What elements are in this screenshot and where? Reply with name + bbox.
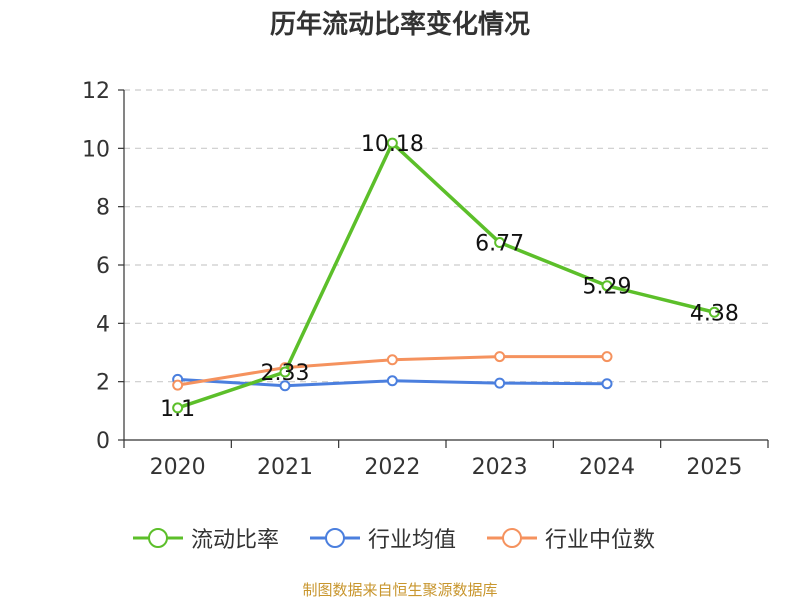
x-tick-label: 2021: [257, 455, 313, 480]
data-point: [386, 375, 398, 387]
data-point: [386, 354, 398, 366]
data-point: [494, 237, 506, 249]
data-label: 1.1: [160, 397, 195, 422]
y-tick-label: 6: [96, 254, 110, 279]
x-tick-label: 2022: [364, 455, 420, 480]
data-point: [386, 137, 398, 149]
x-tick-label: 2020: [150, 455, 206, 480]
source-note: 制图数据来自恒生聚源数据库: [302, 581, 498, 599]
y-tick-label: 12: [82, 79, 110, 104]
chart-title: 历年流动比率变化情况: [269, 10, 530, 40]
x-tick-label: 2023: [472, 455, 528, 480]
legend-label: 流动比率: [191, 528, 280, 553]
y-tick-label: 10: [82, 137, 110, 162]
data-point: [708, 306, 720, 318]
y-tick-label: 0: [96, 429, 110, 454]
data-point: [172, 402, 184, 414]
y-tick-label: 2: [96, 371, 110, 396]
data-point: [494, 351, 506, 363]
data-labels: 1.1 2.33 10.18 6.77 5.29 4.38: [160, 132, 739, 422]
legend-label: 行业中位数: [545, 528, 656, 553]
data-point: [172, 379, 184, 391]
legend-item-current-ratio[interactable]: 流动比率: [133, 518, 279, 558]
data-label: 6.77: [475, 232, 524, 257]
legend: 流动比率 行业均值 行业中位数: [0, 518, 800, 558]
data-point: [601, 378, 613, 390]
legend-line-marker-icon: [487, 528, 537, 548]
data-label: 5.29: [583, 275, 632, 300]
x-tick-label: 2025: [686, 455, 742, 480]
data-point: [494, 377, 506, 389]
series-lines: [172, 137, 720, 414]
legend-item-industry-median[interactable]: 行业中位数: [487, 518, 655, 558]
legend-line-marker-icon: [310, 528, 360, 548]
x-tick-label: 2024: [579, 455, 635, 480]
data-label: 4.38: [690, 301, 739, 326]
data-point: [279, 380, 291, 392]
legend-label: 行业均值: [368, 528, 457, 553]
data-label: 10.18: [361, 132, 424, 157]
data-point: [601, 280, 613, 292]
y-tick-label: 8: [96, 196, 110, 221]
y-tick-label: 4: [96, 312, 110, 337]
grid-lines: [124, 89, 768, 383]
legend-line-marker-icon: [133, 528, 183, 548]
data-point: [279, 366, 291, 378]
series-line: [177, 141, 715, 410]
legend-item-industry-mean[interactable]: 行业均值: [310, 518, 456, 558]
axes: 0 2 4 6 8 10 12 2020 2021 2022 2023 2024 2025: [82, 79, 769, 480]
data-label: 2.33: [261, 361, 310, 386]
data-point: [601, 351, 613, 363]
